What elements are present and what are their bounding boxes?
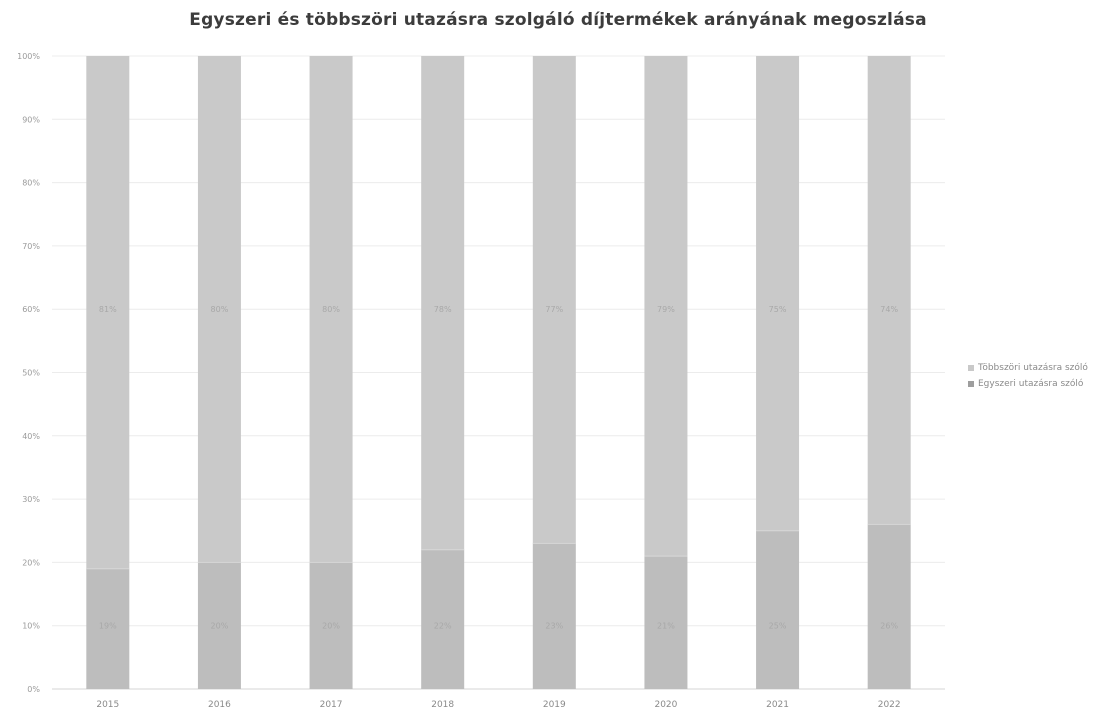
- y-tick-label: 20%: [22, 558, 40, 567]
- y-tick-label: 40%: [22, 432, 40, 441]
- x-tick-label: 2016: [208, 700, 231, 710]
- x-axis-ticks: 2015 2016 2017 2018 2019 2020 2021 2022: [96, 700, 900, 710]
- bar-segment-egyszeri: [532, 543, 576, 689]
- data-label-tobbszori: 80%: [322, 305, 340, 314]
- legend-label-egyszeri: Egyszeri utazásra szóló: [978, 379, 1084, 389]
- x-tick-label: 2015: [96, 700, 119, 710]
- y-tick-label: 50%: [22, 369, 40, 378]
- data-label-tobbszori: 80%: [211, 305, 229, 314]
- bar-segment-tobbszori: [867, 56, 911, 525]
- y-tick-label: 10%: [22, 622, 40, 631]
- legend-item-tobbszori: Többszöri utazásra szóló: [968, 360, 1088, 376]
- data-label-egyszeri: 19%: [99, 622, 117, 631]
- x-tick-label: 2020: [654, 700, 677, 710]
- data-label-egyszeri: 23%: [545, 622, 563, 631]
- data-label-egyszeri: 25%: [769, 622, 787, 631]
- chart-title: Egyszeri és többszöri utazásra szolgáló …: [189, 10, 927, 30]
- y-tick-label: 100%: [17, 52, 40, 61]
- bars: [86, 56, 911, 689]
- bar-segment-tobbszori: [421, 56, 465, 550]
- bar-segment-tobbszori: [532, 56, 576, 544]
- bar-segment-egyszeri: [197, 562, 241, 689]
- legend-item-egyszeri: Egyszeri utazásra szóló: [968, 376, 1088, 392]
- data-label-egyszeri: 26%: [880, 622, 898, 631]
- bar-segment-egyszeri: [86, 568, 130, 689]
- x-tick-label: 2021: [766, 700, 789, 710]
- bar-segment-egyszeri: [644, 556, 688, 689]
- legend-swatch-egyszeri: [968, 381, 974, 387]
- bar-segment-tobbszori: [86, 56, 130, 569]
- bar-segment-tobbszori: [309, 56, 353, 563]
- data-label-tobbszori: 81%: [99, 305, 117, 314]
- y-tick-label: 30%: [22, 495, 40, 504]
- legend-label-tobbszori: Többszöri utazásra szóló: [978, 363, 1088, 373]
- data-label-tobbszori: 78%: [434, 305, 452, 314]
- bar-segment-tobbszori: [756, 56, 800, 531]
- data-labels: 19% 81% 20% 80% 20% 80% 22% 78% 23% 77% 21% 79% 25% 7…: [99, 305, 899, 631]
- grid-lines: [52, 55, 945, 690]
- y-tick-label: 0%: [27, 685, 40, 694]
- bar-segment-egyszeri: [756, 530, 800, 689]
- y-tick-label: 80%: [22, 179, 40, 188]
- data-label-tobbszori: 75%: [769, 305, 787, 314]
- legend-swatch-tobbszori: [968, 365, 974, 371]
- y-axis-ticks: 0% 10% 20% 30% 40% 50% 60% 70% 80% 90% 100%: [17, 52, 40, 694]
- data-label-egyszeri: 20%: [322, 622, 340, 631]
- bar-segment-tobbszori: [644, 56, 688, 557]
- bar-segment-egyszeri: [867, 524, 911, 689]
- data-label-tobbszori: 74%: [880, 305, 898, 314]
- data-label-egyszeri: 20%: [211, 622, 229, 631]
- bar-segment-egyszeri: [421, 549, 465, 689]
- x-tick-label: 2019: [543, 700, 566, 710]
- bar-segment-egyszeri: [309, 562, 353, 689]
- y-tick-label: 90%: [22, 115, 40, 124]
- data-label-egyszeri: 22%: [434, 622, 452, 631]
- x-tick-label: 2018: [431, 700, 454, 710]
- y-tick-label: 70%: [22, 242, 40, 251]
- y-tick-label: 60%: [22, 305, 40, 314]
- x-tick-label: 2022: [878, 700, 901, 710]
- data-label-egyszeri: 21%: [657, 622, 675, 631]
- bar-segment-tobbszori: [197, 56, 241, 563]
- data-label-tobbszori: 77%: [545, 305, 563, 314]
- x-tick-label: 2017: [320, 700, 343, 710]
- data-label-tobbszori: 79%: [657, 305, 675, 314]
- legend: Többszöri utazásra szóló Egyszeri utazás…: [968, 360, 1088, 392]
